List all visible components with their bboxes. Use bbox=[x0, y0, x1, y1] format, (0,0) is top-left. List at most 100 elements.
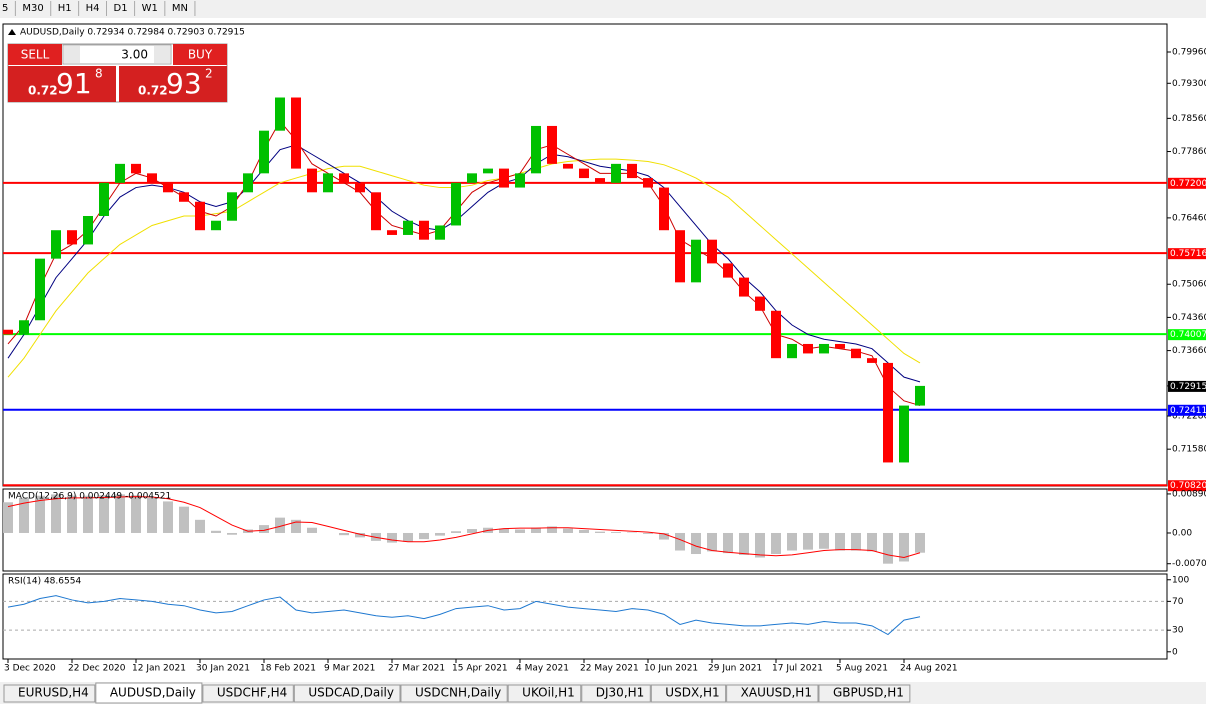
volume-input[interactable] bbox=[62, 44, 172, 65]
candle bbox=[915, 385, 925, 406]
level-label-bg bbox=[1168, 248, 1206, 260]
chart-tab[interactable]: DJ30,H1 bbox=[581, 684, 651, 703]
tab-bg[interactable] bbox=[581, 684, 651, 703]
macd-bar bbox=[275, 517, 285, 533]
y-tick-label: 0.74360 bbox=[1172, 313, 1206, 323]
tab-bg[interactable] bbox=[95, 682, 203, 704]
candle bbox=[835, 343, 845, 349]
timeframe-button[interactable]: MN bbox=[172, 3, 188, 14]
timeframe-button[interactable]: W1 bbox=[142, 3, 158, 14]
candle bbox=[291, 97, 301, 169]
macd-bar bbox=[787, 532, 797, 551]
candle bbox=[163, 182, 173, 193]
timeframe-button[interactable]: H4 bbox=[86, 3, 100, 14]
chart-tab[interactable]: USDCAD,Daily bbox=[293, 684, 401, 703]
x-tick-label: 5 Aug 2021 bbox=[836, 664, 888, 674]
y-tick-label: 0 bbox=[1172, 647, 1178, 657]
candle bbox=[627, 163, 637, 179]
chart-tab[interactable]: GBPUSD,H1 bbox=[818, 684, 911, 703]
tab-label[interactable]: USDX,H1 bbox=[665, 686, 719, 700]
bid-box[interactable] bbox=[8, 66, 116, 102]
rsi-line bbox=[7, 595, 921, 636]
macd-bar bbox=[147, 497, 157, 533]
candle bbox=[675, 230, 685, 283]
sell-button[interactable] bbox=[8, 44, 62, 65]
tab-bg[interactable] bbox=[650, 684, 727, 703]
timeframe-button[interactable]: 5 bbox=[2, 3, 8, 14]
volume-up[interactable] bbox=[154, 46, 170, 63]
timeframe-button[interactable]: H1 bbox=[58, 3, 72, 14]
macd-bar bbox=[819, 532, 829, 549]
buy-label[interactable]: BUY bbox=[188, 48, 213, 62]
macd-bar bbox=[595, 531, 605, 533]
macd-bar bbox=[163, 501, 173, 533]
candle bbox=[723, 263, 733, 278]
ask-sup: 2 bbox=[205, 67, 213, 81]
tab-label[interactable]: GBPUSD,H1 bbox=[833, 686, 904, 700]
chart-tab[interactable]: USDCNH,Daily bbox=[400, 684, 508, 703]
tab-bg[interactable] bbox=[202, 684, 294, 703]
macd-bar bbox=[451, 531, 461, 533]
tab-bg[interactable] bbox=[3, 684, 96, 703]
volume-down[interactable] bbox=[64, 46, 80, 63]
candle bbox=[147, 173, 157, 183]
tab-label[interactable]: AUDUSD,Daily bbox=[110, 686, 196, 700]
tab-bg[interactable] bbox=[726, 684, 819, 703]
tab-label[interactable]: EURUSD,H4 bbox=[18, 686, 89, 700]
tab-label[interactable]: USDCAD,Daily bbox=[308, 686, 394, 700]
timeframe-button[interactable]: D1 bbox=[114, 3, 128, 14]
bid-main: 91 bbox=[56, 67, 92, 100]
candle bbox=[531, 125, 541, 174]
candle bbox=[323, 173, 333, 193]
candle bbox=[643, 178, 653, 188]
tab-bg[interactable] bbox=[507, 684, 582, 703]
moving-average bbox=[7, 120, 921, 407]
chart-tab[interactable]: EURUSD,H4 bbox=[3, 684, 96, 703]
tab-bg[interactable] bbox=[400, 684, 508, 703]
candle bbox=[899, 405, 909, 463]
macd-bar bbox=[803, 532, 813, 550]
sell-label[interactable]: SELL bbox=[21, 48, 50, 62]
ask-box[interactable] bbox=[119, 66, 227, 102]
tab-label[interactable]: USDCHF,H4 bbox=[217, 686, 287, 700]
timeframe-button[interactable]: M30 bbox=[22, 3, 43, 14]
x-tick-label: 12 Jan 2021 bbox=[132, 664, 186, 674]
macd-bar bbox=[915, 532, 925, 553]
buy-button[interactable] bbox=[173, 44, 227, 65]
macd-bar bbox=[131, 495, 141, 533]
macd-bar bbox=[499, 528, 509, 533]
candle bbox=[179, 192, 189, 202]
y-tick-label: 0.76460 bbox=[1172, 213, 1206, 223]
tab-label[interactable]: DJ30,H1 bbox=[596, 686, 645, 700]
candle bbox=[51, 230, 61, 259]
chart-tab[interactable]: USDX,H1 bbox=[650, 684, 727, 703]
candle bbox=[707, 239, 717, 264]
ask-big: 0.72 bbox=[138, 84, 168, 98]
y-tick-label: 0.77860 bbox=[1172, 147, 1206, 157]
level-label: 0.75716 bbox=[1170, 249, 1206, 259]
candle bbox=[739, 277, 749, 297]
tab-bg[interactable] bbox=[293, 684, 401, 703]
tab-bg[interactable] bbox=[818, 684, 911, 703]
macd-bar bbox=[531, 527, 541, 533]
candle bbox=[403, 220, 413, 235]
candle bbox=[355, 182, 365, 193]
rsi-title: RSI(14) 48.6554 bbox=[8, 577, 81, 587]
volume-value[interactable]: 3.00 bbox=[121, 48, 148, 62]
chart-tab[interactable]: UKOil,H1 bbox=[507, 684, 582, 703]
tab-label[interactable]: XAUUSD,H1 bbox=[741, 686, 812, 700]
macd-bar bbox=[867, 532, 877, 552]
tab-label[interactable]: USDCNH,Daily bbox=[415, 686, 501, 700]
chart-tab[interactable]: USDCHF,H4 bbox=[202, 684, 294, 703]
tab-label[interactable]: UKOil,H1 bbox=[522, 686, 575, 700]
macd-bar bbox=[547, 526, 557, 533]
macd-bar bbox=[675, 532, 685, 551]
macd-bar bbox=[611, 532, 621, 533]
x-tick-label: 17 Jul 2021 bbox=[772, 664, 823, 674]
chart-tab[interactable]: XAUUSD,H1 bbox=[726, 684, 819, 703]
chart-tab[interactable]: AUDUSD,Daily bbox=[95, 682, 203, 704]
candle bbox=[419, 220, 429, 240]
last-price-label: 0.72915 bbox=[1170, 382, 1206, 392]
y-tick-label: 70 bbox=[1172, 597, 1184, 607]
